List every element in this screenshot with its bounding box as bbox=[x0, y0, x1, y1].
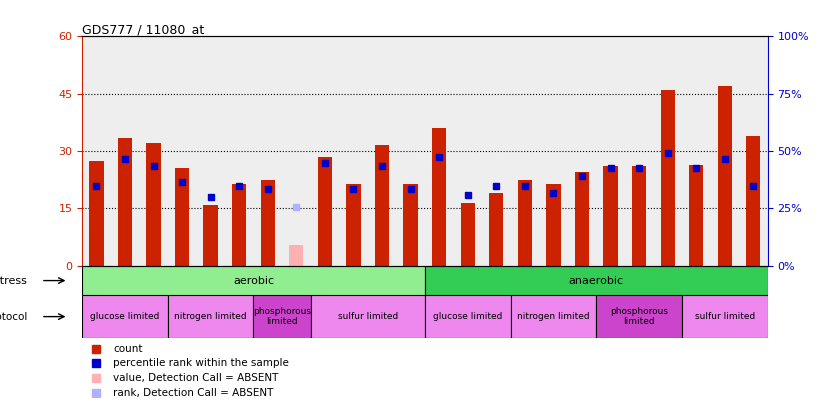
Bar bbox=[232, 183, 246, 266]
Bar bbox=[204, 205, 218, 266]
Bar bbox=[518, 180, 532, 266]
Bar bbox=[603, 166, 617, 266]
Bar bbox=[425, 295, 511, 338]
Bar bbox=[718, 86, 732, 266]
Text: nitrogen limited: nitrogen limited bbox=[174, 312, 247, 321]
Bar bbox=[175, 168, 189, 266]
Bar bbox=[289, 245, 304, 266]
Text: aerobic: aerobic bbox=[233, 275, 274, 286]
Text: stress: stress bbox=[0, 275, 27, 286]
Bar bbox=[260, 180, 275, 266]
Text: nitrogen limited: nitrogen limited bbox=[517, 312, 589, 321]
Bar bbox=[682, 295, 768, 338]
Text: GDS777 / 11080_at: GDS777 / 11080_at bbox=[82, 23, 204, 36]
Bar bbox=[375, 145, 389, 266]
Bar bbox=[546, 183, 561, 266]
Bar bbox=[117, 138, 132, 266]
Bar bbox=[596, 295, 682, 338]
Bar bbox=[661, 90, 675, 266]
Text: growth protocol: growth protocol bbox=[0, 311, 27, 322]
Bar bbox=[746, 136, 760, 266]
Bar bbox=[689, 164, 704, 266]
Text: sulfur limited: sulfur limited bbox=[337, 312, 398, 321]
Text: glucose limited: glucose limited bbox=[433, 312, 502, 321]
Bar bbox=[575, 172, 589, 266]
Text: rank, Detection Call = ABSENT: rank, Detection Call = ABSENT bbox=[113, 388, 273, 398]
Bar bbox=[254, 295, 310, 338]
Text: value, Detection Call = ABSENT: value, Detection Call = ABSENT bbox=[113, 373, 278, 383]
Bar bbox=[318, 157, 332, 266]
Bar bbox=[82, 266, 425, 295]
Bar bbox=[82, 295, 167, 338]
Text: percentile rank within the sample: percentile rank within the sample bbox=[113, 358, 289, 368]
Bar bbox=[432, 128, 447, 266]
Bar bbox=[310, 295, 425, 338]
Bar bbox=[403, 183, 418, 266]
Bar bbox=[489, 193, 503, 266]
Bar bbox=[511, 295, 596, 338]
Text: anaerobic: anaerobic bbox=[569, 275, 624, 286]
Bar bbox=[632, 166, 646, 266]
Bar bbox=[167, 295, 254, 338]
Text: glucose limited: glucose limited bbox=[90, 312, 159, 321]
Bar bbox=[425, 266, 768, 295]
Bar bbox=[346, 183, 360, 266]
Bar bbox=[461, 203, 475, 266]
Bar bbox=[89, 161, 103, 266]
Bar bbox=[146, 143, 161, 266]
Text: count: count bbox=[113, 343, 143, 354]
Text: phosphorous
limited: phosphorous limited bbox=[610, 307, 668, 326]
Text: phosphorous
limited: phosphorous limited bbox=[253, 307, 311, 326]
Text: sulfur limited: sulfur limited bbox=[695, 312, 755, 321]
